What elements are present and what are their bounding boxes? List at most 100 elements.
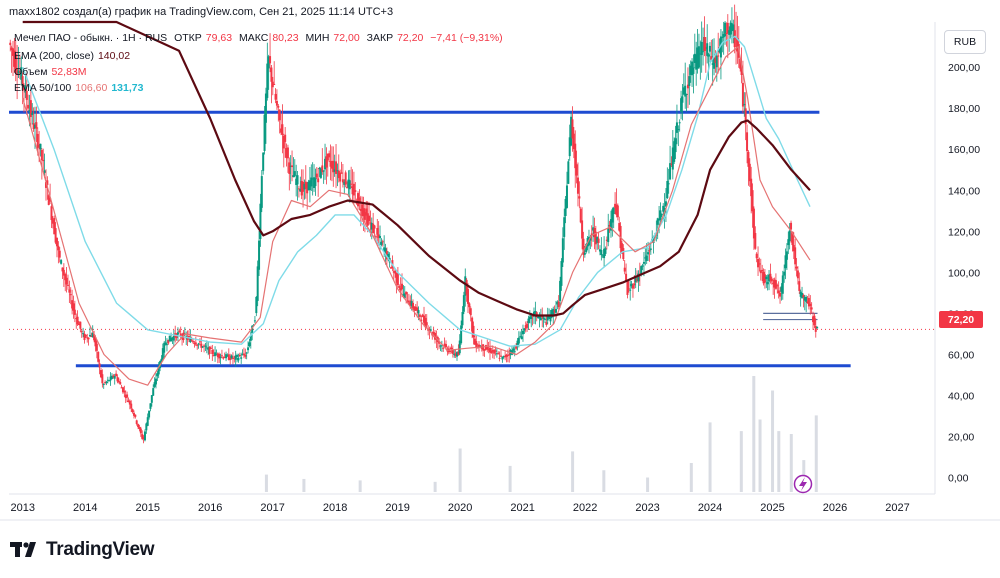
candle-body xyxy=(710,56,713,60)
lightning-icon[interactable] xyxy=(793,474,813,494)
candle-body xyxy=(288,162,291,174)
candle-body xyxy=(761,269,764,272)
legend-ema50-value: 106,60 xyxy=(75,82,108,94)
candle-body xyxy=(649,248,652,250)
candle-body xyxy=(352,183,355,196)
y-tick-label: 40,00 xyxy=(948,390,974,402)
currency-button[interactable]: RUB xyxy=(944,30,986,54)
candle-body xyxy=(79,321,82,329)
candle-body xyxy=(25,90,28,100)
candle-body xyxy=(515,345,518,349)
candle-body xyxy=(193,343,196,345)
candle-body xyxy=(670,163,673,165)
legend-ema200-value: 140,02 xyxy=(97,50,131,62)
candle-body xyxy=(165,344,168,346)
candle-body xyxy=(306,182,309,194)
candle-body xyxy=(137,424,140,428)
candle-body xyxy=(18,71,21,73)
candle-body xyxy=(33,124,36,129)
candle-body xyxy=(240,357,243,359)
volume-bar xyxy=(777,431,781,492)
x-tick-label: 2025 xyxy=(760,502,784,514)
legend-symbol[interactable]: Мечел ПАО - обыкн. · 1Н · RUS xyxy=(14,32,168,44)
candle-body xyxy=(218,354,221,359)
candle-body xyxy=(527,318,530,323)
x-tick-label: 2022 xyxy=(573,502,597,514)
candle-body xyxy=(752,208,755,239)
candle-body xyxy=(117,380,120,383)
candle-body xyxy=(231,358,234,360)
candle-body xyxy=(197,343,200,345)
candle-body xyxy=(612,207,615,215)
volume-bar xyxy=(508,465,512,492)
candle-body xyxy=(812,316,815,323)
candle-body xyxy=(282,135,285,149)
candle-body xyxy=(297,188,300,190)
y-tick-label: 120,00 xyxy=(948,226,980,238)
candle-body xyxy=(769,273,772,281)
legend-ema-pair-row[interactable]: EMA 50/100 106,60 131,73 xyxy=(14,82,147,94)
candle-body xyxy=(248,342,251,346)
candle-body xyxy=(575,164,578,176)
candle-body xyxy=(663,207,666,213)
legend-ema200-row[interactable]: EMA (200, close) 140,02 xyxy=(14,50,134,62)
candle-body xyxy=(450,347,453,349)
candle-body xyxy=(604,248,607,254)
candle-body xyxy=(453,353,456,356)
candle-body xyxy=(754,233,757,249)
candle-body xyxy=(469,308,472,316)
tradingview-logo[interactable]: TradingView xyxy=(10,539,155,561)
candle-body xyxy=(730,23,733,31)
candle-body xyxy=(648,250,651,252)
candle-body xyxy=(464,276,467,296)
candle-body xyxy=(414,306,417,311)
candle-body xyxy=(64,274,67,281)
candle-body xyxy=(163,342,166,353)
candle-body xyxy=(662,205,665,212)
candle-body xyxy=(90,336,93,338)
candle-body xyxy=(794,247,797,265)
y-tick-label: 180,00 xyxy=(948,103,980,115)
candle-body xyxy=(487,349,490,351)
candle-body xyxy=(238,354,241,357)
candle-body xyxy=(406,300,409,303)
candle-body xyxy=(275,100,278,106)
candle-body xyxy=(490,351,493,354)
legend-volume-row[interactable]: Объем 52,83M xyxy=(14,66,91,78)
candle-body xyxy=(192,341,195,343)
candle-body xyxy=(325,156,328,168)
x-tick-label: 2024 xyxy=(698,502,722,514)
candle-body xyxy=(707,54,710,57)
candle-body xyxy=(226,354,229,356)
candle-body xyxy=(273,83,276,85)
legend-ema200-label: EMA (200, close) xyxy=(14,50,94,62)
candle-body xyxy=(563,217,566,237)
candle-body xyxy=(776,285,779,287)
candle-body xyxy=(46,180,49,186)
candle-body xyxy=(810,307,813,310)
candle-body xyxy=(779,292,782,297)
candle-body xyxy=(35,122,38,129)
candle-body xyxy=(593,227,596,238)
candle-body xyxy=(373,225,376,229)
candle-body xyxy=(417,310,420,314)
candle-body xyxy=(765,276,768,280)
volume-bar xyxy=(789,434,793,492)
candle-body xyxy=(132,412,135,416)
candle-body xyxy=(308,180,311,191)
candle-body xyxy=(790,222,793,230)
candle-body xyxy=(689,65,692,75)
candle-body xyxy=(215,354,218,356)
candle-body xyxy=(332,160,335,173)
candle-body xyxy=(458,340,461,354)
candle-body xyxy=(208,346,211,354)
candle-body xyxy=(27,104,30,109)
candle-body xyxy=(11,48,14,56)
x-tick-label: 2018 xyxy=(323,502,347,514)
candle-body xyxy=(682,87,685,95)
candle-body xyxy=(32,123,35,130)
candle-body xyxy=(194,342,197,345)
candle-body xyxy=(421,314,424,318)
candle-body xyxy=(442,347,445,349)
